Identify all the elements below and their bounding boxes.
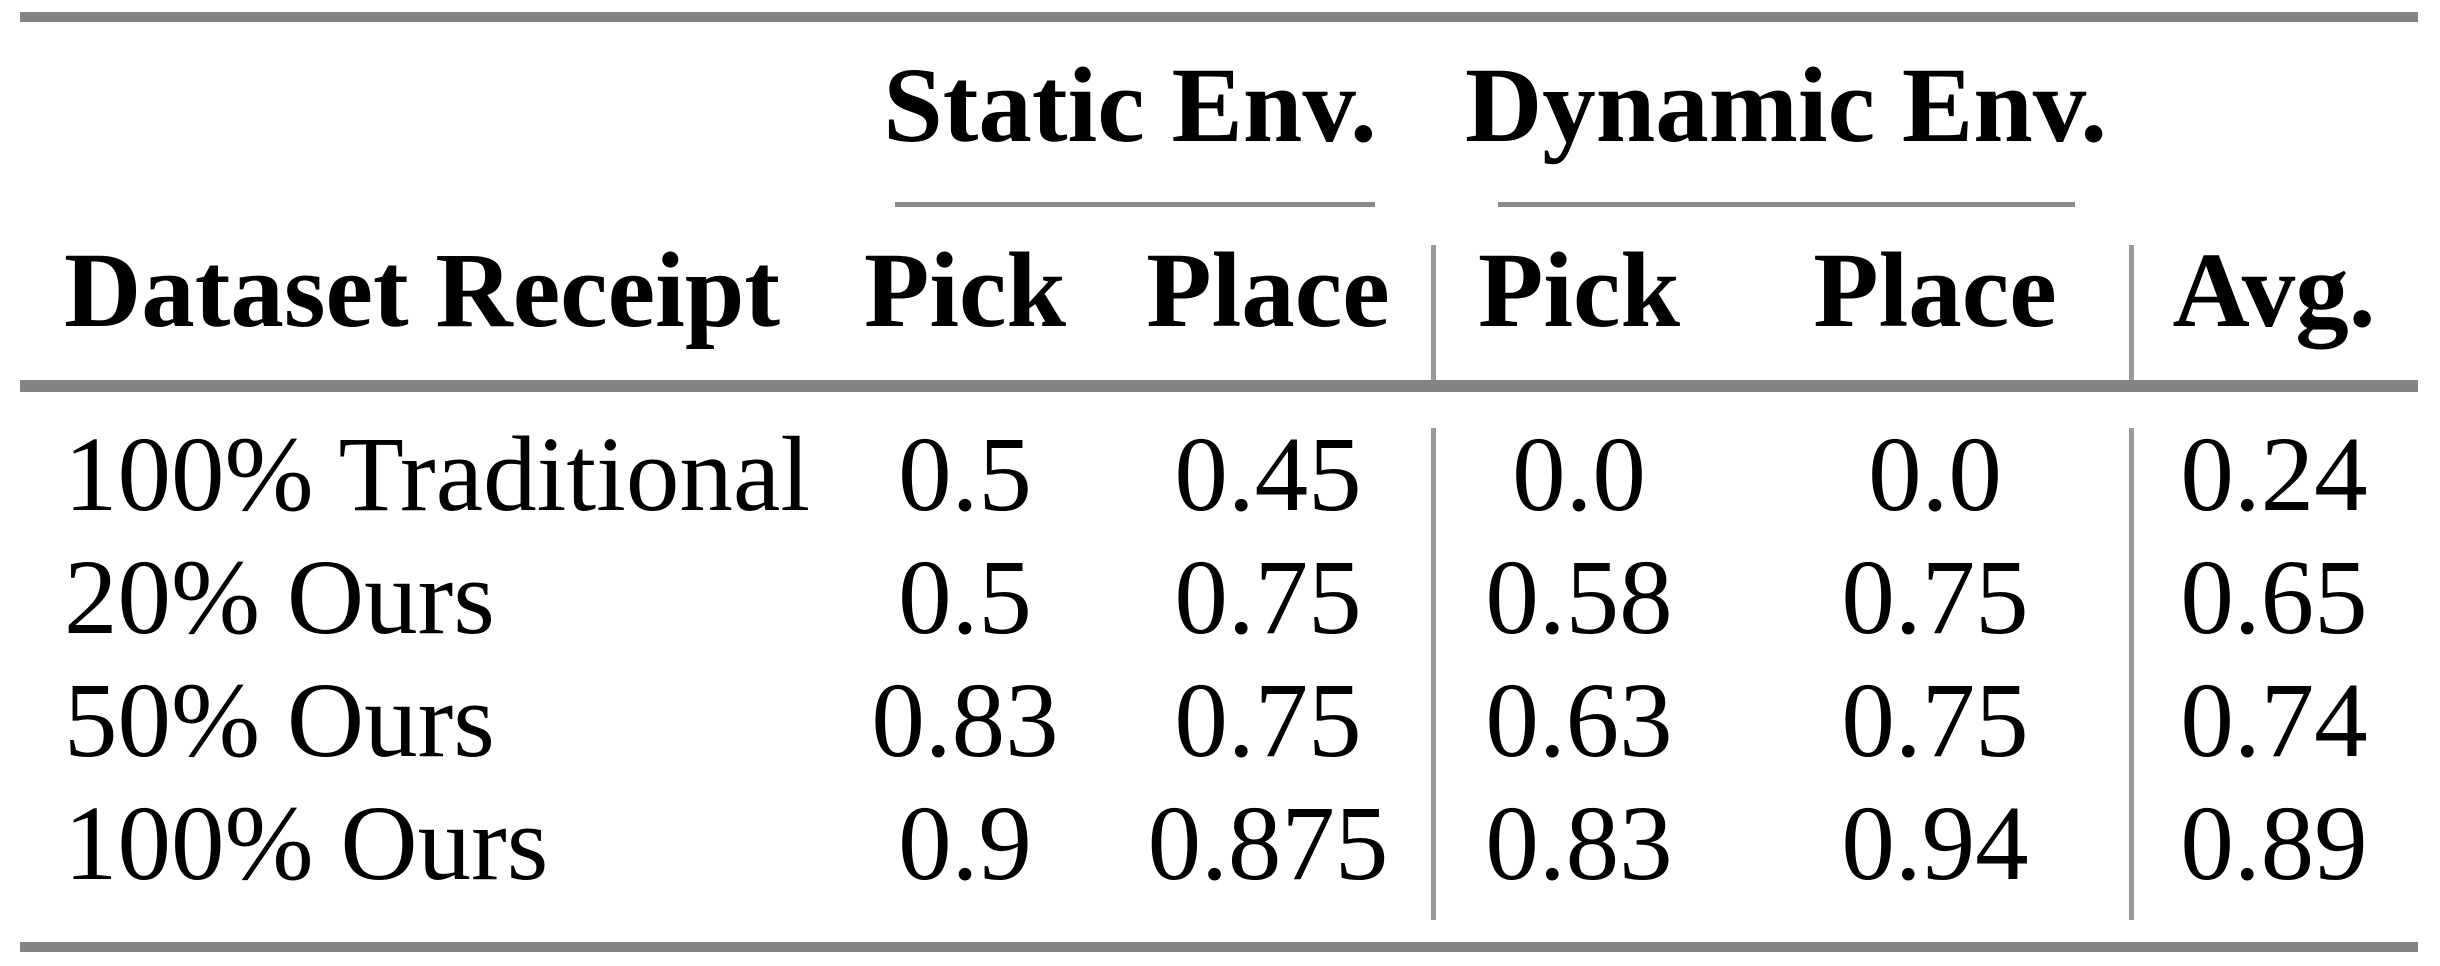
cell-r3-avg: 0.89 [2180, 785, 2368, 903]
cell-r0-avg: 0.24 [2180, 416, 2368, 534]
header-mid-rule [20, 380, 2418, 392]
header-static-pick: Pick [863, 232, 1067, 350]
static-dynamic-separator-body [1431, 428, 1436, 920]
cell-r2-static-place: 0.75 [1174, 662, 1362, 780]
cell-r3-static-pick: 0.9 [898, 785, 1032, 903]
dynamic-avg-separator-header [2129, 245, 2134, 380]
header-dynamic-place: Place [1813, 232, 2057, 350]
header-static-place: Place [1146, 232, 1390, 350]
table-bottom-rule [20, 942, 2418, 952]
cell-r2-dynamic-place: 0.75 [1841, 662, 2029, 780]
row-label-50pct-ours: 50% Ours [64, 662, 495, 780]
dynamic-avg-separator-body [2129, 428, 2134, 920]
cell-r1-dynamic-pick: 0.58 [1485, 539, 1673, 657]
cell-r0-dynamic-place: 0.0 [1868, 416, 2002, 534]
header-avg: Avg. [2172, 232, 2376, 350]
row-label-100pct-ours: 100% Ours [64, 785, 549, 903]
dynamic-env-cmidrule [1498, 202, 2075, 207]
static-dynamic-separator-header [1431, 245, 1436, 380]
column-group-static-env: Static Env. [883, 47, 1377, 165]
cell-r1-avg: 0.65 [2180, 539, 2368, 657]
cell-r3-static-place: 0.875 [1147, 785, 1389, 903]
cell-r2-dynamic-pick: 0.63 [1485, 662, 1673, 780]
row-label-20pct-ours: 20% Ours [64, 539, 495, 657]
static-env-cmidrule [895, 202, 1375, 207]
header-dynamic-pick: Pick [1477, 232, 1681, 350]
cell-r1-static-pick: 0.5 [898, 539, 1032, 657]
cell-r0-static-pick: 0.5 [898, 416, 1032, 534]
header-dataset-receipt: Dataset Receipt [64, 232, 781, 350]
cell-r3-dynamic-place: 0.94 [1841, 785, 2029, 903]
cell-r1-dynamic-place: 0.75 [1841, 539, 2029, 657]
cell-r3-dynamic-pick: 0.83 [1485, 785, 1673, 903]
table-top-rule [20, 12, 2418, 22]
cell-r0-dynamic-pick: 0.0 [1512, 416, 1646, 534]
row-label-100pct-traditional: 100% Traditional [64, 416, 811, 534]
cell-r1-static-place: 0.75 [1174, 539, 1362, 657]
cell-r2-static-pick: 0.83 [871, 662, 1059, 780]
cell-r0-static-place: 0.45 [1174, 416, 1362, 534]
cell-r2-avg: 0.74 [2180, 662, 2368, 780]
column-group-dynamic-env: Dynamic Env. [1464, 47, 2108, 165]
